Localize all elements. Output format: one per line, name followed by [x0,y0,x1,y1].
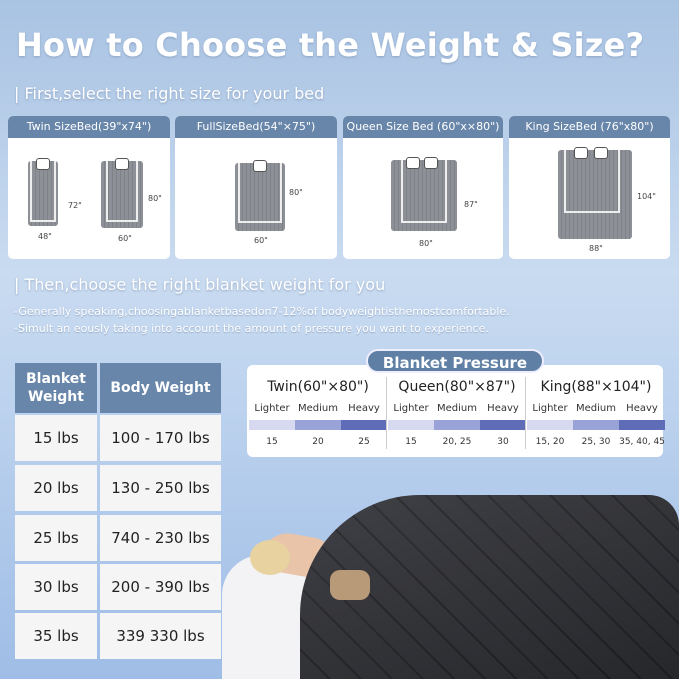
body-weight-cell: 740 - 230 lbs [100,515,221,561]
pressure-level-label: Medium [576,403,616,414]
pressure-level-label: Lighter [532,403,568,414]
bed-card-full: FullSizeBed(54"×75") 80" 60" [175,116,337,259]
page-title: How to Choose the Weight & Size? [16,26,645,64]
blanket-weight-cell: 25 lbs [15,515,97,561]
dimension-label: 72" [68,201,82,210]
blanket-pressure-card: Twin(60"×80") Lighter 15 Medium 20 Heavy 25 Que… [247,365,665,457]
blanket-weight-cell: 20 lbs [15,465,97,511]
bed-illustration [28,158,58,226]
pressure-level-bar [341,420,387,430]
dimension-label: 80" [289,188,303,197]
dimension-label: 104" [637,192,656,201]
body-weight-cell: 200 - 390 lbs [100,564,221,610]
divider [525,377,526,449]
pressure-level-label: Heavy [348,403,380,414]
pressure-group: Queen(80"×87") Lighter 15 Medium 20, 25 Heavy… [388,365,526,457]
bed-card-title: Twin SizeBed(39"x74") [8,116,170,138]
blanket-weight-cell: 15 lbs [15,415,97,461]
step1-heading: | First,select the right size for your b… [14,84,325,103]
bed-illustration [101,158,143,228]
pressure-level-bar [249,420,295,430]
table-header-body-weight: Body Weight [100,363,221,413]
pressure-value: 25, 30 [581,437,611,447]
bed-card-twin: Twin SizeBed(39"x74") 72" 48" 80" 60" [8,116,170,259]
dimension-label: 80" [419,239,433,248]
dimension-label: 60" [118,234,132,243]
pressure-level-label: Medium [298,403,338,414]
bed-illustration [235,160,285,231]
blanket-weight-cell: 30 lbs [15,564,97,610]
table-header-blanket-weight: Blanket Weight [15,363,97,413]
pressure-level-label: Heavy [487,403,519,414]
pressure-level-bar [573,420,619,430]
bed-card-title: FullSizeBed(54"×75") [175,116,337,138]
pressure-group-name: King(88"×104") [540,379,652,395]
dimension-label: 48" [38,232,52,241]
step2-heading: | Then,choose the right blanket weight f… [14,275,386,294]
bed-card-king: King SizeBed (76"x80") 104" 88" [509,116,670,259]
pressure-value: 15 [405,437,417,447]
bed-illustration [391,157,457,231]
pressure-value: 25 [358,437,370,447]
pressure-group: King(88"×104") Lighter 15, 20 Medium 25, 30 H… [527,365,665,457]
woman-hair [250,540,290,575]
note-line: -Generally speaking,choosingablanketbase… [14,305,510,318]
pressure-value: 35, 40, 45 [619,437,665,447]
pressure-value: 20, 25 [442,437,472,447]
divider [386,377,387,449]
dimension-label: 87" [464,200,478,209]
pressure-level-bar [388,420,434,430]
pressure-level-bar [480,420,526,430]
pressure-level-bar [295,420,341,430]
body-weight-cell: 130 - 250 lbs [100,465,221,511]
pressure-value: 20 [312,437,324,447]
pressure-level-label: Medium [437,403,477,414]
pressure-value: 15 [266,437,278,447]
pressure-level-label: Lighter [254,403,290,414]
pressure-group-name: Twin(60"×80") [267,379,369,395]
pressure-level-label: Heavy [626,403,658,414]
blanket-pressure-title: Blanket Pressure [366,349,544,373]
bed-card-title: Queen Size Bed (60"x×80") [343,116,503,138]
pressure-group-name: Queen(80"×87") [398,379,516,395]
pressure-level-bar [434,420,480,430]
dimension-label: 60" [254,236,268,245]
pressure-level-bar [527,420,573,430]
body-weight-cell: 339 330 lbs [100,613,221,659]
body-weight-cell: 100 - 170 lbs [100,415,221,461]
dimension-label: 80" [148,194,162,203]
bed-illustration [558,147,632,239]
note-line: -Simult an eousIy taking into account th… [14,322,489,335]
dimension-label: 88" [589,244,603,253]
bed-card-title: King SizeBed (76"x80") [509,116,670,138]
pressure-group: Twin(60"×80") Lighter 15 Medium 20 Heavy 25 [249,365,387,457]
pressure-level-label: Lighter [393,403,429,414]
blanket-weight-cell: 35 lbs [15,613,97,659]
pressure-value: 15, 20 [535,437,565,447]
woman-shoulder [330,570,370,600]
pressure-level-bar [619,420,665,430]
pressure-value: 30 [497,437,509,447]
bed-card-queen: Queen Size Bed (60"x×80") 87" 80" [343,116,503,259]
